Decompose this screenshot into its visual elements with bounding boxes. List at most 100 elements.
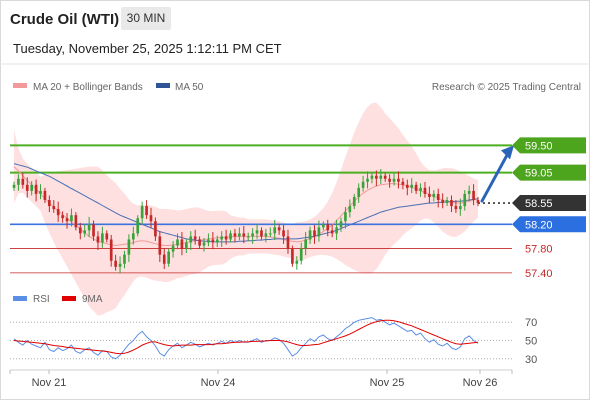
ma20-legend-label: MA 20 + Bollinger Bands: [33, 82, 143, 93]
candle-body: [339, 221, 343, 228]
instrument-title: Crude Oil (WTI): [10, 11, 120, 28]
candle: [291, 245, 294, 267]
candle: [335, 219, 338, 241]
candle: [189, 231, 193, 250]
candle-body: [78, 227, 82, 234]
candle-body: [61, 215, 64, 219]
level-labels: 59.50 59.05 58.55 58.20 57.80 57.40: [512, 137, 586, 280]
candle: [255, 223, 259, 239]
candle: [17, 174, 20, 191]
candle-body: [34, 184, 38, 194]
candle-body: [476, 200, 480, 204]
candle-body: [149, 215, 153, 222]
candle-body: [251, 233, 254, 237]
candle-body: [229, 233, 232, 240]
candle-body: [154, 221, 157, 237]
candle-body: [114, 260, 117, 267]
candle: [295, 256, 299, 270]
candle: [472, 184, 475, 206]
x-tick-label: Nov 26: [463, 377, 498, 389]
candle-body: [127, 239, 131, 255]
candle-body: [450, 200, 453, 207]
candle: [176, 233, 179, 250]
candle: [375, 170, 378, 187]
candle: [220, 231, 224, 247]
candle: [299, 242, 303, 265]
ma9-line: [13, 319, 479, 355]
candle-body: [383, 175, 387, 179]
candle-body: [87, 224, 91, 231]
candle-body: [39, 190, 42, 194]
candle: [410, 178, 414, 194]
candle: [149, 207, 153, 228]
candle: [445, 196, 449, 207]
candle: [193, 229, 197, 245]
candle: [118, 256, 122, 274]
candle-body: [233, 233, 237, 237]
candle: [109, 234, 113, 267]
candle-body: [65, 218, 69, 222]
candle-body: [189, 236, 193, 243]
candle-body: [101, 233, 104, 243]
candle-body: [30, 184, 34, 191]
candle: [344, 206, 347, 229]
candle: [39, 184, 42, 200]
candle-body: [282, 230, 285, 237]
candle: [242, 225, 246, 244]
level-tag-58.55: 58.55: [512, 195, 586, 212]
candle: [450, 195, 453, 213]
candle-body: [242, 233, 246, 237]
candle: [185, 238, 188, 254]
candle: [131, 226, 135, 245]
candle-body: [52, 206, 56, 210]
candle-body: [92, 224, 95, 237]
rsi-panel: 30 50 70: [10, 317, 537, 366]
candle: [21, 172, 25, 189]
candle-body: [317, 227, 321, 237]
level-tag-58.20: 58.20: [512, 216, 586, 233]
candle-body: [361, 181, 365, 188]
candle-body: [185, 242, 188, 249]
candle: [388, 174, 391, 188]
moving-averages: [13, 163, 479, 247]
x-tick-label: Nov 24: [201, 377, 236, 389]
candle-body: [375, 175, 378, 179]
level-tag-text: 59.05: [525, 168, 553, 180]
candle: [105, 230, 109, 243]
candle: [397, 171, 400, 189]
candle-body: [277, 227, 281, 231]
level-tag-bg: [512, 195, 586, 212]
candle: [83, 224, 87, 238]
candle-body: [193, 236, 197, 240]
candle: [357, 183, 361, 203]
level-tag-text: 58.20: [525, 219, 553, 231]
candle-body: [423, 187, 427, 194]
candle-body: [388, 178, 391, 182]
candle: [202, 238, 206, 252]
timeframe-button[interactable]: 30 MIN: [121, 7, 171, 30]
candle-body: [405, 184, 409, 188]
candle-body: [109, 239, 113, 261]
candle: [458, 198, 462, 216]
candle-body: [167, 251, 170, 264]
projection-arrow-head: [501, 145, 514, 160]
candle-body: [198, 239, 201, 246]
candle-body: [246, 236, 250, 238]
candle: [56, 201, 60, 222]
candle-body: [220, 236, 224, 240]
candle: [224, 229, 228, 245]
projection-arrow: [480, 145, 514, 203]
candle: [25, 177, 29, 198]
candle: [322, 221, 325, 231]
candle: [145, 200, 148, 219]
candle: [476, 196, 480, 207]
candle-body: [12, 184, 16, 188]
candle: [162, 247, 166, 269]
candle-body: [326, 224, 330, 231]
candle: [282, 225, 285, 244]
candle-body: [118, 263, 122, 267]
candle-body: [162, 254, 166, 264]
candle-body: [48, 200, 51, 207]
candle-body: [458, 206, 462, 210]
